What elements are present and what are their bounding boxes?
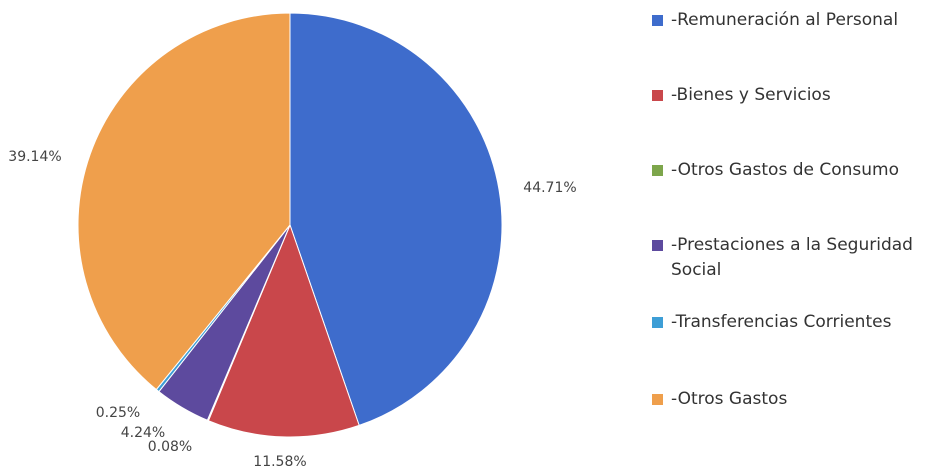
pie-slice bbox=[77, 12, 291, 391]
pie-slice bbox=[289, 12, 503, 427]
data-label: 39.14% bbox=[8, 149, 61, 165]
legend-swatch bbox=[652, 90, 663, 101]
legend-label: -Prestaciones a la Seguridad Social bbox=[671, 235, 913, 280]
legend-label: -Otros Gastos de Consumo bbox=[671, 160, 899, 180]
legend-item: -Remuneración al Personal bbox=[652, 8, 937, 33]
legend-swatch bbox=[652, 15, 663, 26]
legend-swatch bbox=[652, 317, 663, 328]
legend-label: -Transferencias Corrientes bbox=[671, 312, 892, 332]
legend-swatch bbox=[652, 165, 663, 176]
legend-label: -Remuneración al Personal bbox=[671, 10, 899, 30]
legend-item: -Otros Gastos bbox=[652, 387, 937, 412]
legend-item: -Transferencias Corrientes bbox=[652, 310, 937, 335]
legend-label: -Bienes y Servicios bbox=[671, 85, 831, 105]
data-label: 44.71% bbox=[523, 180, 576, 196]
data-label: 4.24% bbox=[121, 425, 165, 441]
data-label: 11.58% bbox=[253, 454, 306, 470]
data-label: 0.25% bbox=[96, 405, 140, 421]
legend-label: -Otros Gastos bbox=[671, 389, 788, 409]
legend-item: -Bienes y Servicios bbox=[652, 83, 937, 108]
legend-item: -Prestaciones a la Seguridad Social bbox=[652, 233, 937, 283]
legend-item: -Otros Gastos de Consumo bbox=[652, 158, 937, 183]
pie-slice bbox=[207, 223, 360, 438]
legend-swatch bbox=[652, 394, 663, 405]
data-label: 0.08% bbox=[148, 439, 192, 455]
legend-swatch bbox=[652, 240, 663, 251]
